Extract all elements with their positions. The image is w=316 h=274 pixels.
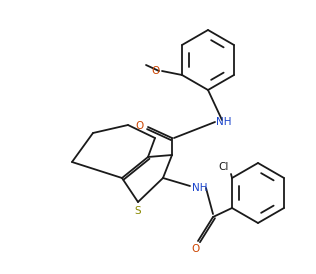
Text: S: S <box>135 206 141 216</box>
Text: O: O <box>192 244 200 254</box>
Text: NH: NH <box>216 117 232 127</box>
Text: NH: NH <box>192 183 208 193</box>
Text: O: O <box>152 66 160 76</box>
Text: Cl: Cl <box>219 162 229 172</box>
Text: O: O <box>136 121 144 131</box>
